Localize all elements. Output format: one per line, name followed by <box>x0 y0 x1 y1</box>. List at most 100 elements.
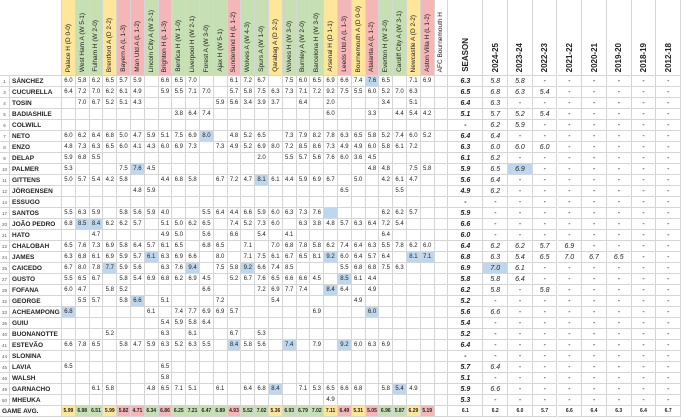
match-rating <box>131 197 145 208</box>
match-rating <box>131 395 145 406</box>
match-rating <box>103 274 118 285</box>
match-rating: 6.6 <box>255 263 269 274</box>
year-rating: 5.4 <box>532 87 558 98</box>
match-rating <box>103 362 118 373</box>
player-number: 22 <box>0 241 10 252</box>
match-rating <box>75 197 90 208</box>
year-header-text: 2023-24 <box>515 42 525 72</box>
match-rating: 5.9 <box>255 208 269 219</box>
match-rating: 8.5 <box>338 274 352 285</box>
match-rating <box>434 395 449 406</box>
year-rating: 6.4 <box>483 131 509 142</box>
game-avg: 6.25 <box>172 406 187 417</box>
year-header-text: 2018-19 <box>638 42 648 72</box>
match-rating <box>241 395 256 406</box>
match-rating <box>420 274 435 285</box>
season-rating: 6.3 <box>448 142 484 153</box>
year-rating: - <box>606 285 632 296</box>
match-rating: 6.6 <box>200 285 214 296</box>
year-rating: - <box>656 340 681 351</box>
match-rating <box>407 274 421 285</box>
match-rating <box>158 285 173 296</box>
match-rating <box>351 395 366 406</box>
match-rating: 6.3 <box>89 142 104 153</box>
year-rating: - <box>532 362 558 373</box>
match-rating <box>144 120 159 131</box>
match-rating <box>117 395 131 406</box>
year-rating: - <box>532 230 558 241</box>
match-rating: 6.7 <box>62 263 76 274</box>
match-rating <box>144 285 159 296</box>
match-rating <box>131 307 145 318</box>
match-rating: 6.4 <box>379 230 394 241</box>
year-rating: - <box>606 208 632 219</box>
match-rating: 5.2 <box>379 131 394 142</box>
match-rating <box>393 318 407 329</box>
player-name: PALMER <box>10 164 62 175</box>
match-rating <box>227 351 242 362</box>
match-rating <box>186 120 200 131</box>
year-rating: - <box>508 296 533 307</box>
season-rating: 5.1 <box>448 373 484 384</box>
match-rating: 4.7 <box>407 175 421 186</box>
match-rating <box>144 87 159 98</box>
match-header: Wolves A (W 4-3) <box>241 0 256 76</box>
match-rating <box>172 329 187 340</box>
match-rating <box>62 197 76 208</box>
year-rating: - <box>631 175 657 186</box>
year-rating: - <box>582 87 607 98</box>
match-rating <box>282 186 297 197</box>
match-rating: 6.7 <box>255 76 269 87</box>
year-rating: - <box>483 351 509 362</box>
match-rating <box>310 164 325 175</box>
match-header-text: Atalanta A (L 1-2) <box>368 22 376 72</box>
match-rating <box>393 373 407 384</box>
match-rating: 7.2 <box>310 87 325 98</box>
year-rating: - <box>606 395 632 406</box>
match-rating <box>89 164 104 175</box>
match-rating <box>131 351 145 362</box>
match-rating <box>89 197 104 208</box>
match-rating <box>324 296 338 307</box>
match-rating <box>338 373 352 384</box>
match-rating <box>434 230 449 241</box>
match-header: Arsenal H (D 1-1) <box>324 0 338 76</box>
year-rating: - <box>582 175 607 186</box>
match-rating: 6.9 <box>172 252 187 263</box>
match-rating <box>62 373 76 384</box>
match-rating <box>324 263 338 274</box>
match-rating <box>282 219 297 230</box>
match-rating <box>379 153 394 164</box>
match-rating <box>200 153 214 164</box>
match-rating: 7.8 <box>393 241 407 252</box>
year-rating: - <box>656 197 681 208</box>
year-rating: - <box>631 131 657 142</box>
match-rating <box>255 351 269 362</box>
match-rating: 5.7 <box>144 241 159 252</box>
match-rating: 5.5 <box>379 241 394 252</box>
match-rating: 6.5 <box>213 241 228 252</box>
match-rating <box>103 395 118 406</box>
match-rating <box>269 76 283 87</box>
match-rating <box>434 252 449 263</box>
match-rating: 3.6 <box>351 153 366 164</box>
year-rating: - <box>483 296 509 307</box>
match-rating <box>200 175 214 186</box>
match-rating <box>434 241 449 252</box>
player-name: NETO <box>10 131 62 142</box>
match-rating: 5.9 <box>213 98 228 109</box>
year-rating: - <box>557 351 583 362</box>
match-rating: 6.5 <box>62 362 76 373</box>
match-rating <box>103 318 118 329</box>
match-header: Barcelona H (W 3-0) <box>310 0 325 76</box>
match-rating <box>269 131 283 142</box>
match-rating <box>158 197 173 208</box>
match-rating <box>351 307 366 318</box>
year-rating: - <box>606 219 632 230</box>
game-avg: 5.52 <box>241 406 256 417</box>
match-header: Brentford A (D 2-2) <box>103 0 118 76</box>
match-header: Palace H (D 0-0) <box>62 0 76 76</box>
match-rating <box>407 307 421 318</box>
match-header: Newcastle A (D 2-2) <box>407 0 421 76</box>
match-rating: 5.7 <box>89 296 104 307</box>
